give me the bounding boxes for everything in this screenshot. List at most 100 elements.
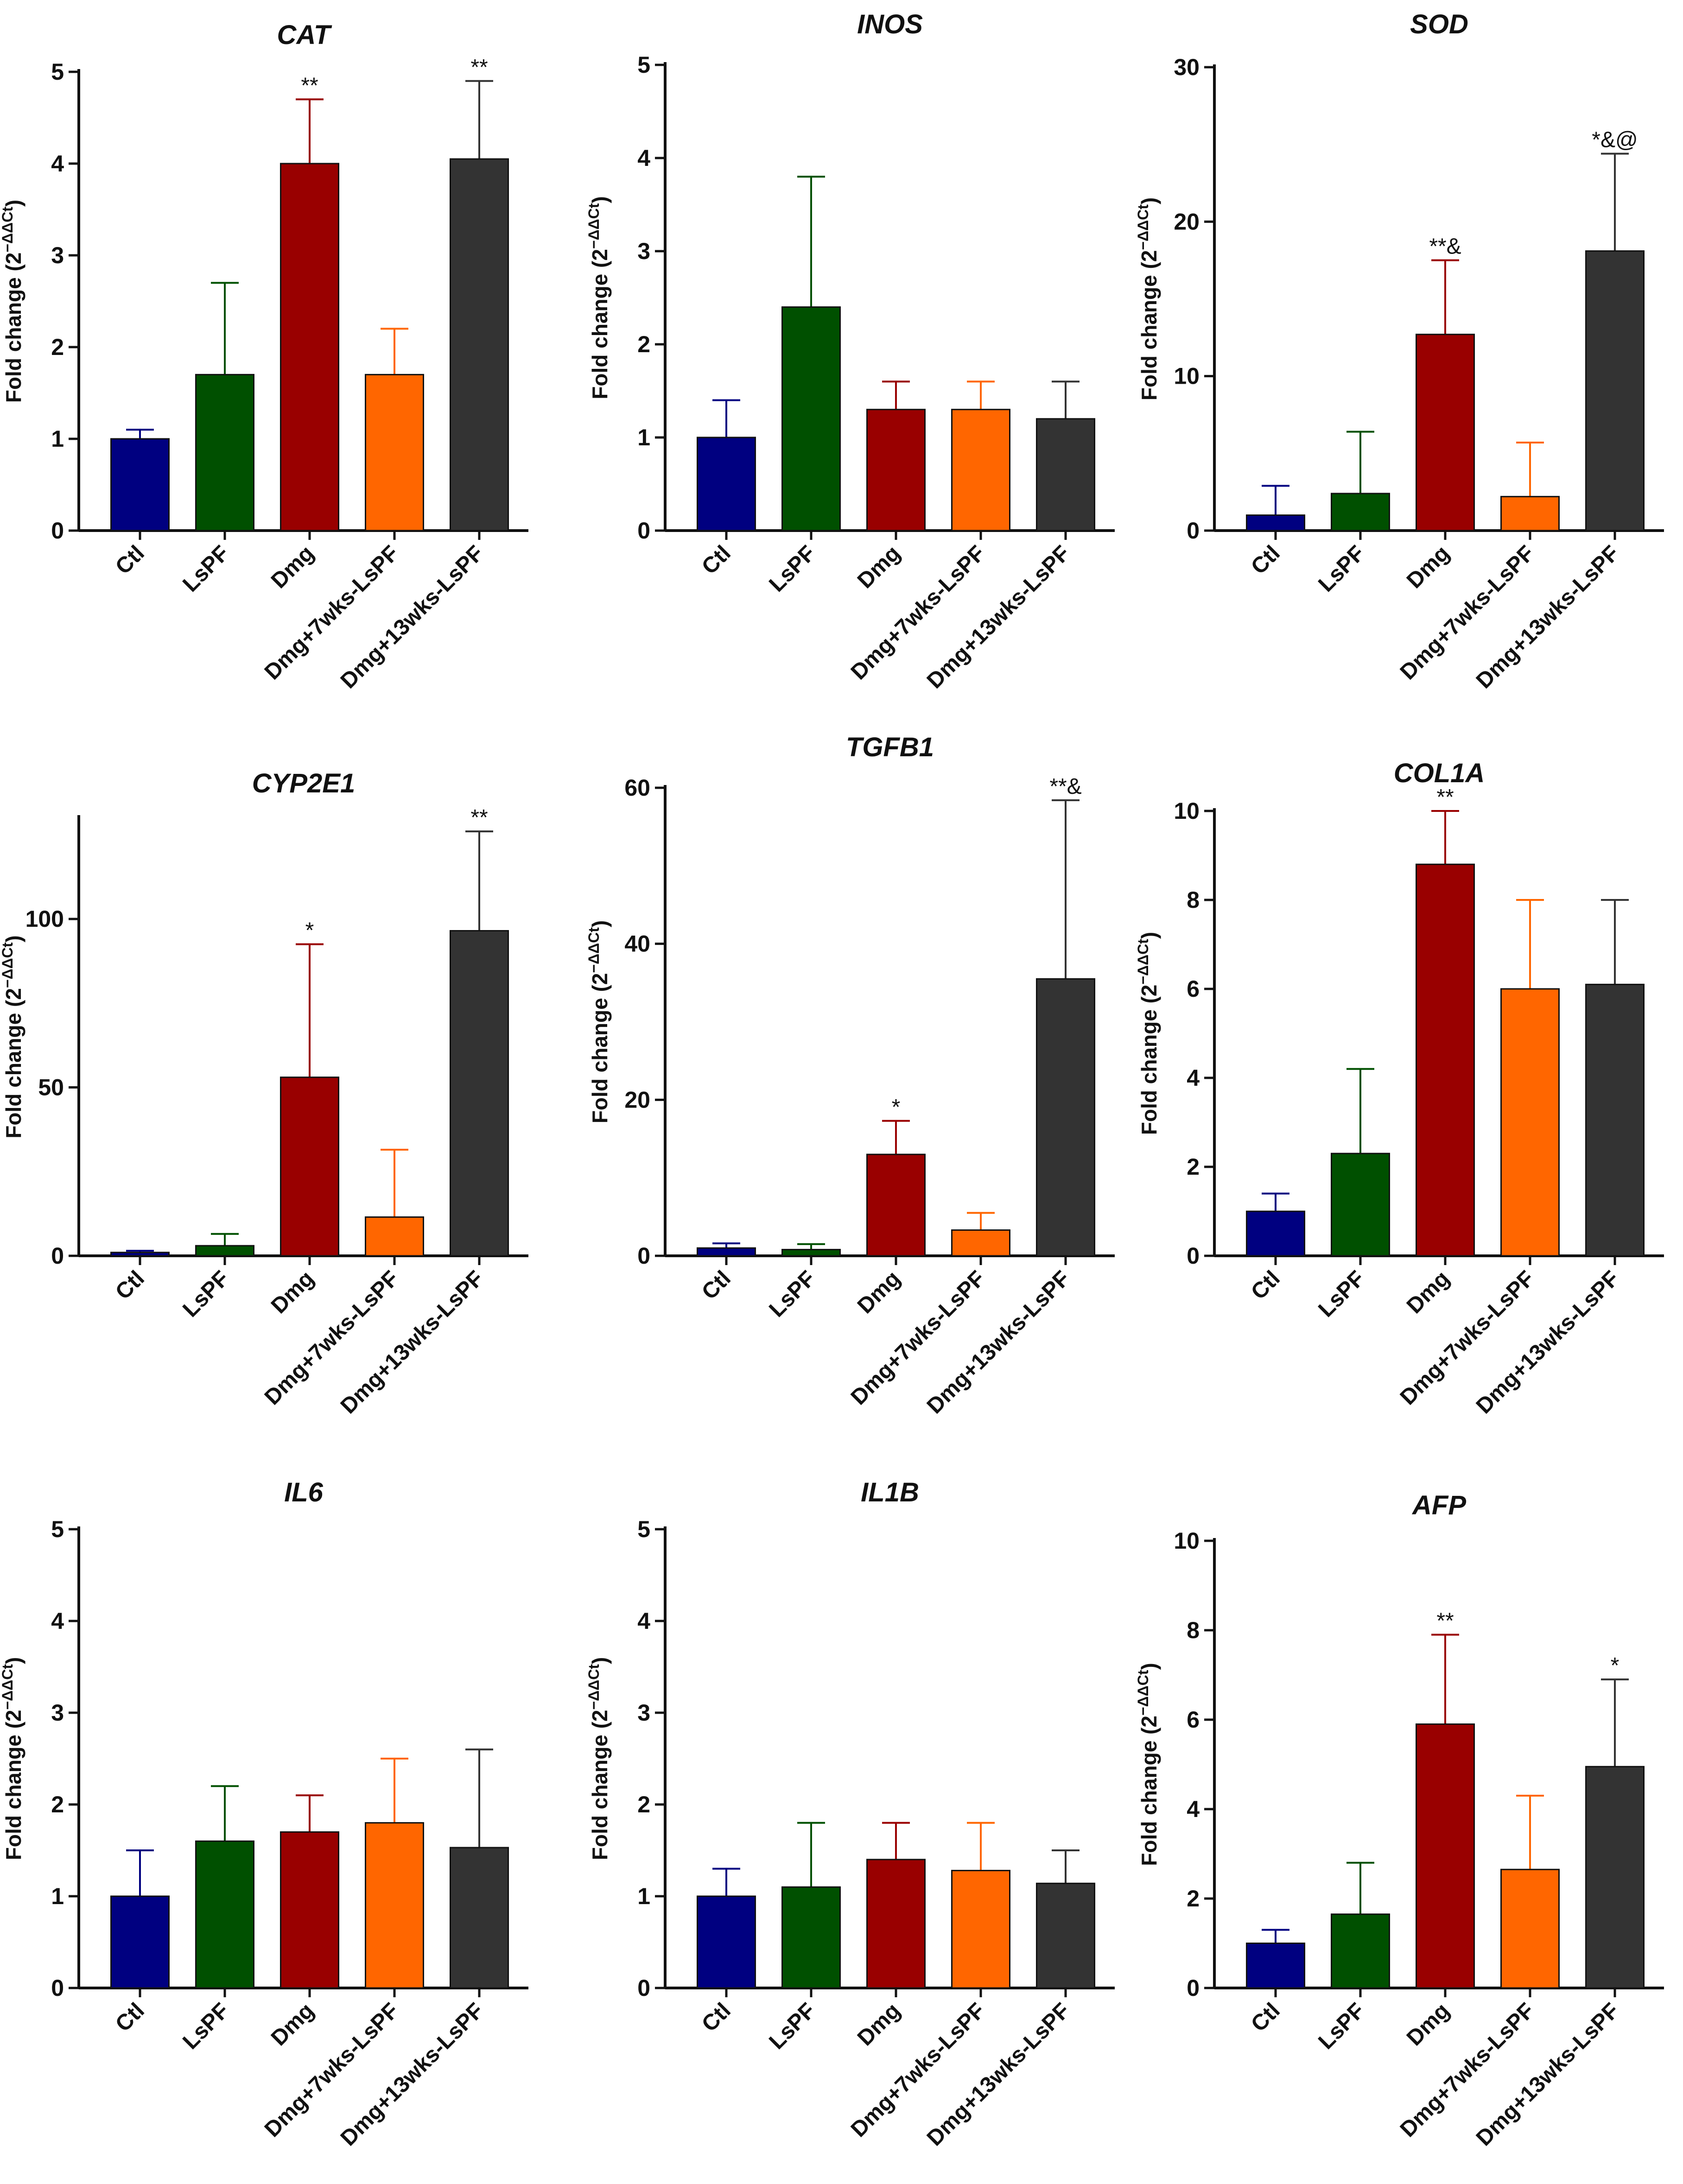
category-label: Ctl [111,1266,149,1304]
bar-lspf [1331,1913,1390,1989]
bar-ctl [697,1247,756,1257]
y-tick-label: 0 [637,1975,650,2001]
category-label: Dmg+13wks-LsPF [922,1266,1075,1418]
category-label: Dmg+13wks-LsPF [336,1998,489,2151]
y-axis-label: Fold change (2−ΔΔCt) [585,196,612,399]
y-axis-label-close: ) [1137,197,1161,204]
y-tick-label: 3 [637,1700,650,1726]
y-tick-label: 0 [1187,1243,1200,1269]
category-label: Dmg [1402,1266,1454,1318]
y-tick-label: 2 [637,1792,650,1817]
bar-dmg+7wks-lspf [365,1822,424,1989]
chart-panel-sod: SOD Fold change (2−ΔΔCt) 0 10 20 30 Ctl LsPF **&… [1135,9,1664,693]
category-label: Ctl [1246,541,1285,579]
bar-ctl [110,438,170,532]
y-axis-label: Fold change (2−ΔΔCt) [1135,932,1161,1135]
y-axis-label-close: ) [1137,932,1161,939]
y-axis-label-text: Fold change (2 [588,249,612,399]
significance-marker: * [305,918,314,943]
y-tick-label: 8 [1187,1617,1200,1643]
bar-dmg [866,409,926,532]
chart-title: TGFB1 [846,732,934,762]
category-label: Dmg [853,541,905,593]
y-tick-label: 5 [637,1516,650,1542]
bar-lspf [195,1245,254,1257]
y-axis-label-exponent: −ΔΔCt [1135,204,1151,250]
category-label: Dmg [1402,1998,1454,2051]
category-label: Ctl [697,1266,736,1304]
y-tick-label: 0 [1187,518,1200,544]
chart-title: AFP [1411,1490,1466,1520]
y-axis-label-exponent: −ΔΔCt [0,942,16,988]
significance-marker: ** [1436,1609,1454,1633]
bar-ctl [697,1895,756,1989]
significance-marker: **& [1429,234,1461,259]
bar-dmg+13wks-lspf [1036,978,1095,1257]
chart-title: SOD [1410,9,1468,39]
y-tick-label: 6 [1187,976,1200,1002]
y-tick-label: 0 [637,1243,650,1269]
bar-dmg+7wks-lspf [951,1870,1010,1989]
chart-panel-il6: IL6 Fold change (2−ΔΔCt) 0 1 2 3 4 5 Ctl LsPF Dmg D… [0,1477,528,2151]
bar-dmg+7wks-lspf [951,409,1010,532]
y-tick-label: 3 [51,1700,64,1726]
y-axis-label-text: Fold change (2 [1137,250,1161,401]
y-axis-label-close: ) [1137,1663,1161,1670]
chart-title: INOS [857,9,923,39]
y-axis-label-close: ) [588,920,612,927]
bar-dmg [280,1076,339,1257]
chart-panel-cat: CAT Fold change (2−ΔΔCt) 0 1 2 3 4 5 Ctl LsPF ** Dm… [0,20,528,693]
category-label: LsPF [764,1266,820,1322]
y-tick-label: 5 [51,59,64,85]
category-label: LsPF [764,1998,820,2054]
bar-lspf [1331,493,1390,532]
y-axis-label-text: Fold change (2 [588,973,612,1124]
y-axis-label-close: ) [588,1657,612,1664]
y-tick-label: 3 [51,242,64,268]
y-axis-label-exponent: −ΔΔCt [1135,1670,1151,1716]
bar-dmg [1416,1723,1475,1989]
bar-lspf [781,1249,841,1257]
y-tick-label: 4 [51,151,64,177]
bar-ctl [1246,1210,1305,1257]
category-label: Ctl [111,541,149,579]
y-tick-label: 6 [1187,1707,1200,1733]
category-label: Ctl [697,541,736,579]
y-axis-label-text: Fold change (2 [1,253,25,403]
chart-title: CAT [277,20,332,50]
significance-marker: ** [470,805,488,830]
y-axis-label-exponent: −ΔΔCt [585,927,602,973]
chart-panel-tgfb1: TGFB1 Fold change (2−ΔΔCt) 0 20 40 60 Ctl LsPF *… [585,732,1115,1418]
y-axis-label-close: ) [1,1657,25,1664]
bar-ctl [110,1895,170,1989]
category-label: Dmg+13wks-LsPF [336,1266,489,1418]
y-tick-label: 10 [1174,1528,1200,1554]
y-tick-label: 10 [1174,798,1200,824]
y-tick-label: 4 [1187,1796,1200,1822]
y-tick-label: 1 [637,1883,650,1909]
y-axis-label: Fold change (2−ΔΔCt) [585,1657,612,1860]
y-tick-label: 4 [637,1608,650,1634]
category-label: Dmg [853,1266,905,1318]
y-axis-label: Fold change (2−ΔΔCt) [1135,197,1161,400]
category-label: LsPF [178,1998,234,2054]
y-axis-label-text: Fold change (2 [1,1710,25,1861]
chart-panel-col1a: COL1A Fold change (2−ΔΔCt) 0 2 4 6 8 10 Ctl LsPF *… [1135,758,1664,1418]
bar-dmg+13wks-lspf [1585,1766,1645,1989]
category-label: LsPF [1314,1266,1369,1322]
bar-ctl [697,437,756,532]
y-axis-label-exponent: −ΔΔCt [585,1664,602,1710]
y-tick-label: 0 [51,518,64,544]
chart-title: IL6 [284,1477,324,1507]
bar-dmg+7wks-lspf [1500,988,1560,1257]
bar-dmg [1416,334,1475,532]
category-label: Dmg+13wks-LsPF [922,541,1075,693]
bar-lspf [781,1886,841,1989]
y-axis-label-text: Fold change (2 [1137,985,1161,1135]
category-label: Dmg+13wks-LsPF [336,541,489,693]
category-label: Dmg [267,1266,319,1318]
y-axis-label: Fold change (2−ΔΔCt) [1135,1663,1161,1866]
category-label: LsPF [1314,541,1369,596]
y-axis-label-exponent: −ΔΔCt [0,207,16,253]
